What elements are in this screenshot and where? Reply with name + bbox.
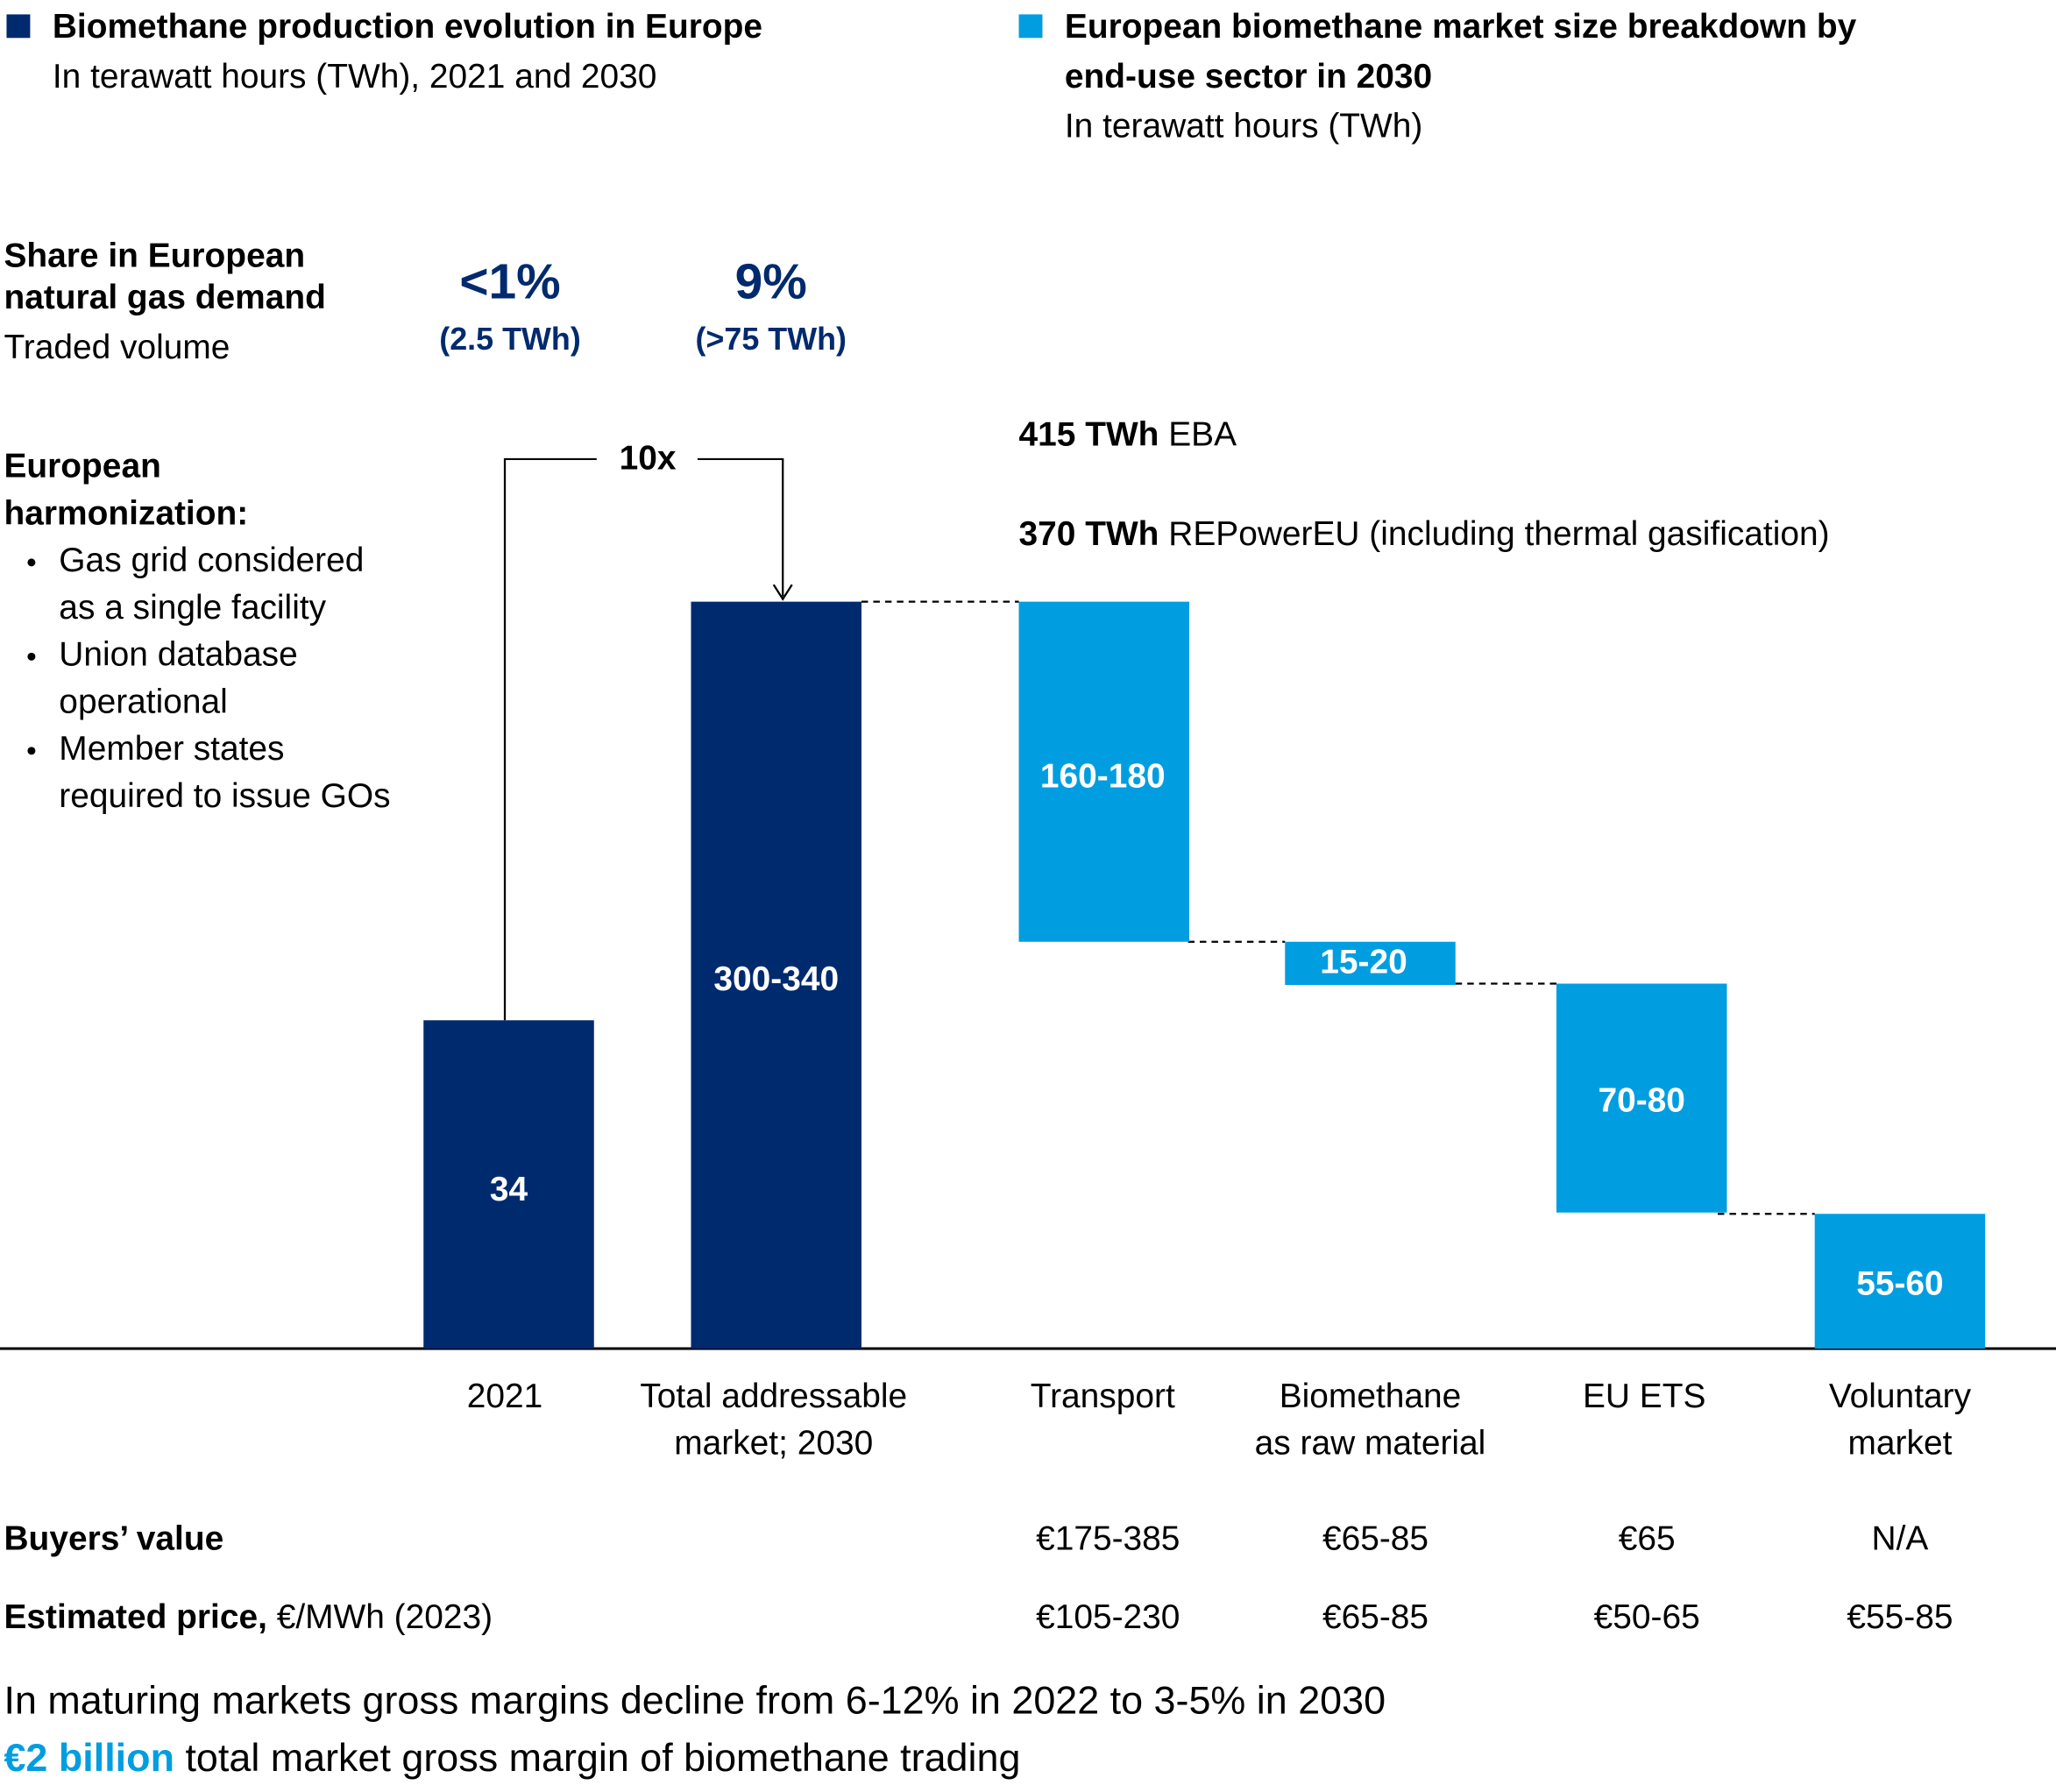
bar	[423, 1020, 594, 1349]
row-label: Estimated price, €/MWh (2023)	[4, 1598, 493, 1636]
footer-text: €2 billion total market gross margin of …	[4, 1735, 1020, 1780]
share-volume: (2.5 TWh)	[439, 322, 581, 357]
row-value: N/A	[1872, 1520, 1929, 1558]
section-title: harmonization:	[4, 494, 248, 532]
legend-subtitle: In terawatt hours (TWh), 2021 and 2030	[53, 58, 657, 96]
row-value: €65-85	[1322, 1598, 1429, 1636]
bullet-text: Member states	[59, 730, 284, 768]
row-value: €65-85	[1322, 1520, 1429, 1558]
row-sublabel: Traded volume	[4, 329, 230, 366]
bar	[1285, 941, 1456, 986]
bullet-text: Union database	[59, 636, 297, 674]
category-label: market	[1848, 1425, 1953, 1463]
category-label: Transport	[1031, 1378, 1175, 1415]
row-label: Share in European	[4, 237, 305, 274]
bullet-text: operational	[59, 683, 227, 720]
bar-label: 160-180	[1040, 757, 1166, 795]
legend-swatch	[6, 14, 31, 39]
row-value: €50-65	[1594, 1598, 1700, 1636]
target-part: REPowerEU (including thermal gasificatio…	[1159, 515, 1829, 553]
multiplier-label: 10x	[620, 440, 677, 478]
row-label: natural gas demand	[4, 279, 325, 316]
bar-label: 55-60	[1856, 1265, 1943, 1303]
share-volume: (>75 TWh)	[695, 322, 847, 357]
row-label-part: Estimated price,	[4, 1598, 266, 1636]
legend-title: Biomethane production evolution in Europ…	[53, 8, 762, 46]
share-percent: 9%	[735, 254, 807, 309]
bar	[691, 601, 861, 1349]
target-part: 415 TWh	[1019, 416, 1159, 454]
row-value: €65	[1619, 1520, 1676, 1558]
target: 370 TWh REPowerEU (including thermal gas…	[1019, 515, 1830, 553]
footer-text-part: €2 billion	[4, 1735, 174, 1780]
category-label: market; 2030	[674, 1425, 873, 1463]
target-part: EBA	[1159, 416, 1237, 454]
legend-title: end-use sector in 2030	[1065, 58, 1432, 96]
legend-title: European biomethane market size breakdow…	[1065, 8, 1857, 46]
row-label-part: €/MWh (2023)	[267, 1598, 493, 1636]
bullet	[27, 558, 36, 567]
category-label: Voluntary	[1829, 1378, 1972, 1415]
category-label: Biomethane	[1280, 1378, 1462, 1415]
category-label: as raw material	[1255, 1425, 1486, 1463]
row-value: €55-85	[1847, 1598, 1953, 1636]
bullet-text: as a single facility	[59, 589, 326, 627]
bar-label: 15-20	[1320, 943, 1407, 981]
target: 415 TWh EBA	[1019, 416, 1237, 454]
share-percent: <1%	[459, 254, 560, 309]
bullet	[27, 747, 36, 755]
legend-swatch	[1018, 14, 1043, 39]
category-label: 2021	[467, 1378, 543, 1415]
bar	[1556, 983, 1727, 1213]
legend-subtitle: In terawatt hours (TWh)	[1065, 108, 1422, 145]
bar-label: 34	[490, 1171, 528, 1208]
connector	[861, 600, 1815, 1215]
category-label: Total addressable	[640, 1378, 907, 1415]
bullet-text: required to issue GOs	[59, 777, 390, 815]
bullet	[27, 652, 36, 661]
bar-label: 300-340	[713, 960, 839, 998]
bar	[1018, 601, 1190, 942]
target-part: 370 TWh	[1019, 515, 1159, 553]
row-label: Buyers’ value	[4, 1520, 223, 1558]
bar	[1814, 1214, 1986, 1349]
section-title: European	[4, 448, 160, 485]
category-label: EU ETS	[1583, 1378, 1705, 1415]
bar-label: 70-80	[1598, 1082, 1684, 1120]
multiplier-bracket	[503, 457, 793, 1021]
footer-text-part: total market gross margin of biomethane …	[174, 1735, 1020, 1780]
row-value: €175-385	[1036, 1520, 1180, 1558]
bullet-text: Gas grid considered	[59, 542, 364, 579]
footer-text: In maturing markets gross margins declin…	[4, 1677, 1386, 1722]
row-value: €105-230	[1036, 1598, 1180, 1636]
